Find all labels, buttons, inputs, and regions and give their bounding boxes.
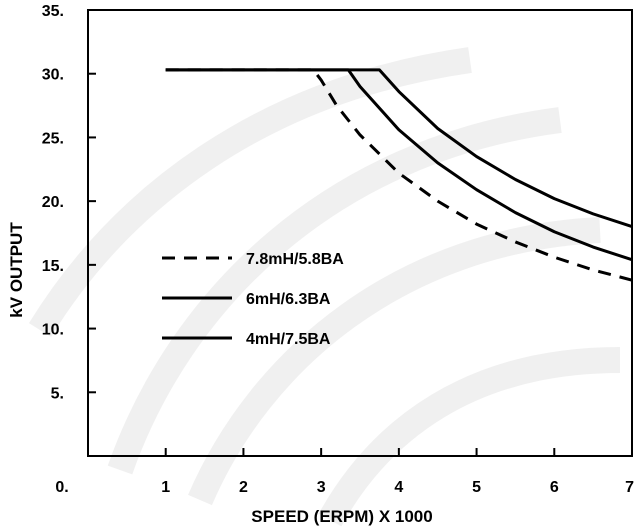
x-tick-label: 6 [550,479,559,496]
legend-label: 7.8mH/5.8BA [246,251,344,268]
x-axis-ticks: 0. 1 2 3 4 5 6 7 [55,448,634,496]
series-lines [165,68,632,282]
legend-label: 4mH/7.5BA [246,331,331,348]
x-tick-label: 5 [472,479,481,496]
legend-label: 6mH/6.3BA [246,291,331,308]
y-tick-label: 5. [51,385,64,402]
x-tick-label: 0. [55,479,68,496]
x-tick-label: 7 [625,479,634,496]
y-tick-label: 10. [42,322,64,339]
watermark-logo [28,47,621,527]
y-tick-label: 20. [42,194,64,211]
y-tick-label: 25. [42,130,64,147]
y-axis-ticks: 5. 10. 15. 20. 25. 30. 35. [42,3,96,402]
plot-area-frame [87,9,633,457]
x-tick-label: 2 [239,479,248,496]
y-tick-label: 35. [42,3,64,20]
x-tick-label: 1 [161,479,170,496]
y-tick-label: 30. [42,67,64,84]
y-axis-label: kV OUTPUT [7,222,26,318]
x-tick-label: 3 [317,479,326,496]
legend: 7.8mH/5.8BA 6mH/6.3BA 4mH/7.5BA [162,251,344,348]
series-line [165,68,632,229]
y-tick-label: 15. [42,258,64,275]
x-tick-label: 4 [394,479,403,496]
x-axis-label: SPEED (ERPM) X 1000 [251,507,432,526]
